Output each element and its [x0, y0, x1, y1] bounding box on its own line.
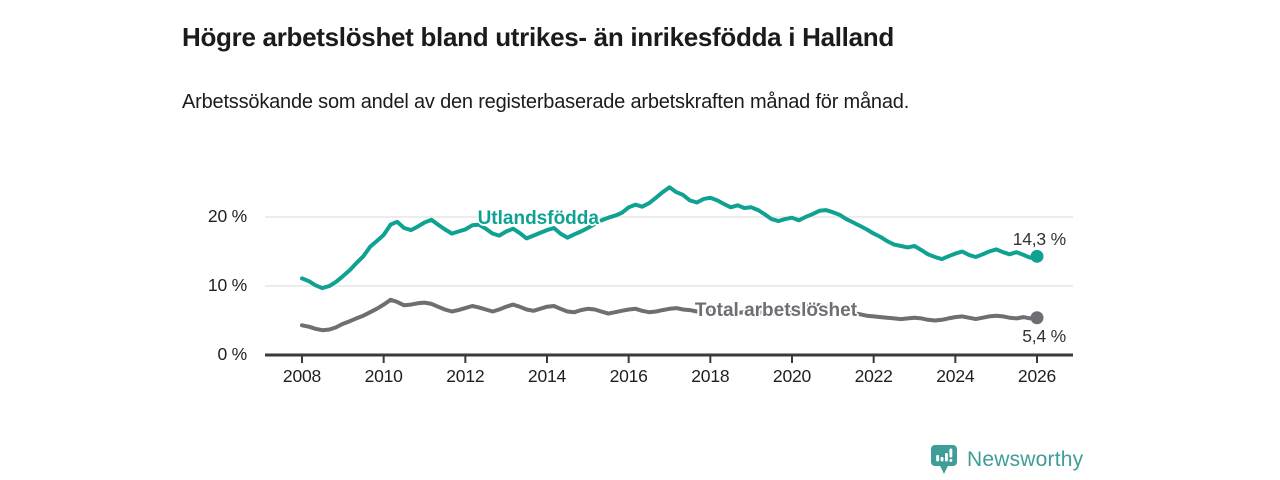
newsworthy-logo[interactable]: Newsworthy — [930, 444, 1083, 476]
series-end-dot — [1030, 311, 1044, 325]
series-line-total-arbetsloshet — [300, 297, 1039, 333]
page-title: Högre arbetslöshet bland utrikes- än inr… — [182, 22, 894, 53]
bar-chart-speech-bubble-icon — [931, 445, 957, 474]
page-subtitle: Arbetssökande som andel av den registerb… — [182, 91, 910, 113]
series-line-utlandsfodda — [300, 185, 1039, 291]
series-end-dot — [1030, 249, 1044, 263]
newsworthy-logo-text: Newsworthy — [967, 448, 1084, 471]
